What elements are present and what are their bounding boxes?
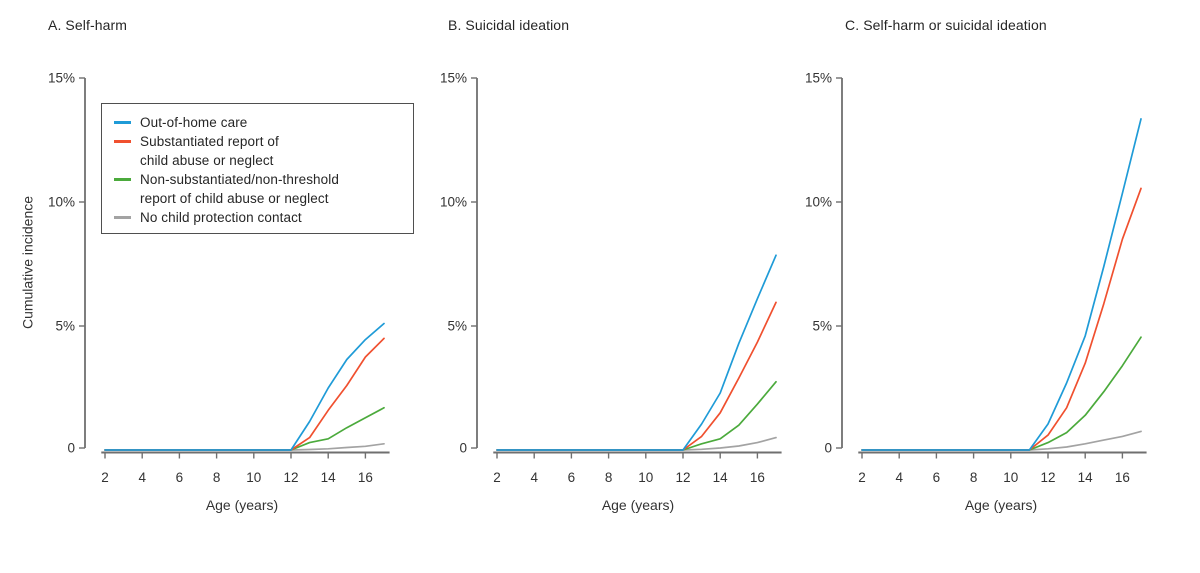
x-tick-label-4: 4 (895, 470, 903, 485)
legend-item-substantiated-report: Substantiated report of child abuse or n… (102, 132, 413, 170)
y-tick-label-5: 5% (812, 319, 832, 334)
y-tick-label-15: 15% (440, 71, 467, 86)
legend-item-out-of-home-care: Out-of-home care (102, 113, 413, 132)
series-line-no-child-protection-contact (496, 436, 777, 451)
x-tick-label-14: 14 (713, 470, 729, 485)
x-tick-label-10: 10 (1003, 470, 1018, 485)
legend-label: Substantiated report of child abuse or n… (140, 134, 279, 168)
x-tick-label-10: 10 (246, 470, 261, 485)
series-line-out-of-home-care (861, 118, 1142, 451)
x-tick-label-6: 6 (933, 470, 941, 485)
x-tick-label-8: 8 (213, 470, 221, 485)
legend-item-non-substantiated-report: Non-substantiated/non-threshold report o… (102, 170, 413, 208)
y-tick-label-15: 15% (805, 71, 832, 86)
series-line-non-substantiated-non-threshold-report-of-child-abuse-or-neglect (104, 406, 385, 451)
x-tick-label-4: 4 (530, 470, 538, 485)
y-tick-label-10: 10% (805, 195, 832, 210)
series-line-non-substantiated-non-threshold-report-of-child-abuse-or-neglect (861, 336, 1142, 451)
y-tick-label-5: 5% (447, 319, 467, 334)
x-tick-label-12: 12 (675, 470, 690, 485)
x-tick-label-2: 2 (858, 470, 866, 485)
y-tick-label-0: 0 (824, 441, 832, 456)
panel-c: 0 5% 10% 15% 2 4 6 8 10 12 14 16 (805, 71, 1147, 485)
series-line-out-of-home-care (104, 322, 385, 451)
y-tick-label-15: 15% (48, 71, 75, 86)
panel-c-x-axis-label: Age (years) (964, 497, 1038, 513)
x-tick-label-14: 14 (1078, 470, 1094, 485)
x-tick-label-2: 2 (493, 470, 501, 485)
panel-c-title: C. Self-harm or suicidal ideation (845, 17, 1047, 33)
x-tick-label-16: 16 (1115, 470, 1130, 485)
y-tick-label-10: 10% (440, 195, 467, 210)
legend-label: No child protection contact (140, 210, 302, 225)
series-line-non-substantiated-non-threshold-report-of-child-abuse-or-neglect (496, 380, 777, 451)
panel-b-x-axis-label: Age (years) (601, 497, 675, 513)
out-of-home-care-line-swatch-icon (114, 121, 131, 124)
legend: Out-of-home care Substantiated report of… (101, 103, 414, 234)
x-tick-label-10: 10 (638, 470, 653, 485)
series-line-out-of-home-care (496, 254, 777, 451)
x-tick-label-12: 12 (1040, 470, 1055, 485)
x-tick-label-8: 8 (970, 470, 978, 485)
legend-item-no-child-protection-contact: No child protection contact (102, 208, 413, 227)
y-tick-label-5: 5% (55, 319, 75, 334)
panel-b-title: B. Suicidal ideation (448, 17, 570, 33)
legend-label: Out-of-home care (140, 115, 248, 130)
x-tick-label-6: 6 (176, 470, 184, 485)
panel-a-title: A. Self-harm (48, 17, 127, 33)
y-tick-label-0: 0 (459, 441, 467, 456)
legend-label: Non-substantiated/non-threshold report o… (140, 172, 339, 206)
panel-a: 0 5% 10% 15% 2 4 6 8 10 12 14 16 (48, 71, 390, 485)
substantiated-report-line-swatch-icon (114, 140, 131, 143)
y-tick-label-10: 10% (48, 195, 75, 210)
x-tick-label-8: 8 (605, 470, 613, 485)
x-tick-label-2: 2 (101, 470, 109, 485)
x-tick-label-6: 6 (568, 470, 576, 485)
series-line-substantiated-report-of-child-abuse-or-neglect (104, 337, 385, 451)
series-line-no-child-protection-contact (104, 442, 385, 451)
series-line-no-child-protection-contact (861, 430, 1142, 451)
panel-b: 0 5% 10% 15% 2 4 6 8 10 12 14 16 (440, 71, 782, 485)
panel-a-x-axis-label: Age (years) (205, 497, 279, 513)
no-child-protection-contact-line-swatch-icon (114, 216, 131, 219)
x-tick-label-16: 16 (358, 470, 373, 485)
x-tick-label-14: 14 (321, 470, 337, 485)
non-substantiated-report-line-swatch-icon (114, 178, 131, 181)
y-tick-label-0: 0 (67, 441, 75, 456)
series-line-substantiated-report-of-child-abuse-or-neglect (861, 187, 1142, 451)
x-tick-label-16: 16 (750, 470, 765, 485)
x-tick-label-12: 12 (283, 470, 298, 485)
y-axis-label: Cumulative incidence (19, 195, 36, 330)
x-tick-label-4: 4 (138, 470, 146, 485)
